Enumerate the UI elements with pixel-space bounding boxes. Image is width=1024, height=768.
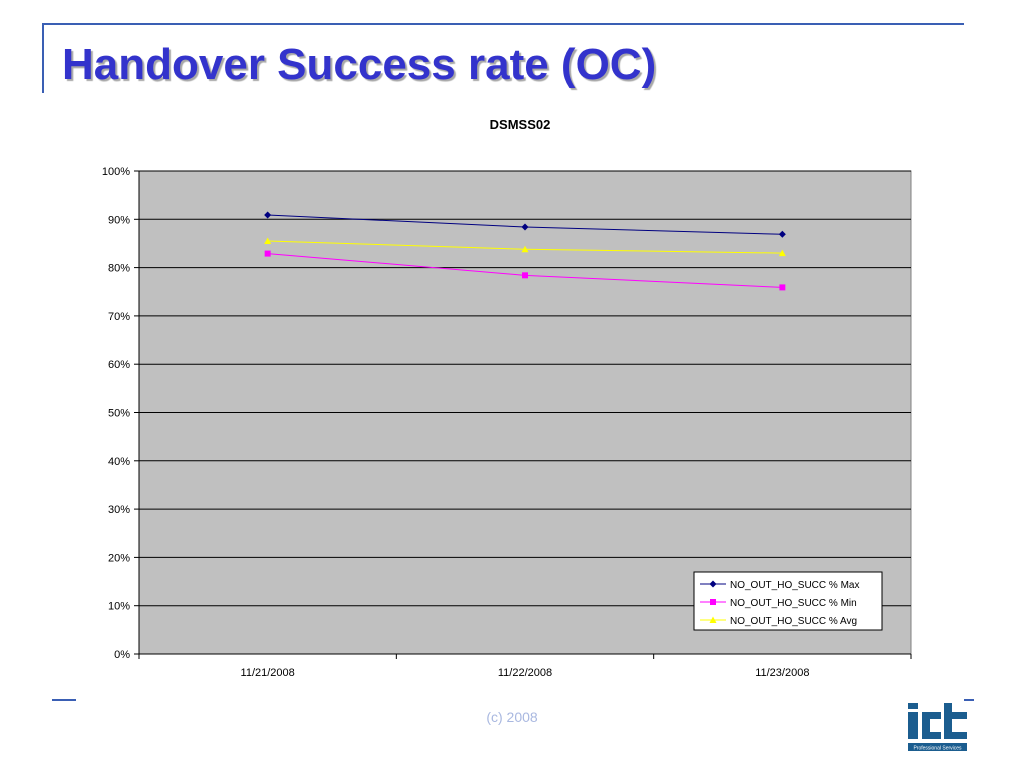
y-tick-label: 30% — [108, 504, 130, 516]
y-axis-tick-labels: 0% 10% 20% 30% 40% 50% 60% 70% 80% 90% 100% — [102, 166, 130, 661]
y-tick-label: 80% — [108, 263, 130, 275]
data-point — [778, 230, 786, 238]
series-1 — [264, 211, 786, 238]
x-tick-label: 11/21/2008 — [241, 667, 295, 679]
legend-marker — [709, 616, 717, 623]
series-2 — [264, 250, 786, 291]
data-point — [522, 272, 528, 279]
series-3 — [264, 237, 786, 257]
slide-title: Handover Success rate (OC) — [62, 40, 657, 89]
data-point — [264, 237, 272, 245]
x-tick-label: 11/23/2008 — [755, 667, 809, 679]
data-point — [264, 211, 272, 219]
legend-item: NO_OUT_HO_SUCC % Max — [700, 580, 859, 591]
ict-logo: Professional Services — [908, 703, 967, 752]
y-tick-label: 10% — [108, 601, 130, 613]
legend-marker — [710, 599, 716, 605]
data-point — [779, 284, 786, 291]
legend-marker — [709, 580, 717, 588]
data-point — [521, 245, 529, 253]
line-chart: DSMSS02 0% 10% 20% 30% 40% 50% 60% 70% 80% 90% 100… — [102, 117, 912, 679]
y-tick-label: 50% — [108, 408, 130, 420]
slide-frame-top-rule — [42, 23, 964, 25]
y-tick-label: 70% — [108, 311, 130, 323]
x-tick-label: 11/22/2008 — [498, 667, 552, 679]
footer-right-rule — [964, 699, 974, 701]
y-tick-label: 0% — [114, 649, 130, 661]
chart-title: DSMSS02 — [490, 117, 551, 132]
footer-left-rule — [52, 699, 76, 701]
data-point — [264, 250, 271, 257]
y-tick-label: 20% — [108, 552, 130, 564]
logo-tagline: Professional Services — [913, 746, 962, 752]
y-tick-label: 60% — [108, 359, 130, 371]
series-layer — [264, 211, 786, 291]
y-tick-label: 40% — [108, 456, 130, 468]
chart-container: DSMSS02 0% 10% 20% 30% 40% 50% 60% 70% 80% 90% 100… — [70, 110, 950, 690]
legend-item: NO_OUT_HO_SUCC % Min — [700, 598, 857, 609]
y-tick-label: 100% — [102, 166, 130, 178]
legend-label: NO_OUT_HO_SUCC % Avg — [730, 616, 857, 627]
legend-label: NO_OUT_HO_SUCC % Max — [730, 580, 859, 591]
axes — [134, 170, 912, 659]
copyright-text: (c) 2008 — [486, 709, 538, 725]
legend-item: NO_OUT_HO_SUCC % Avg — [700, 616, 857, 627]
legend: NO_OUT_HO_SUCC % Max NO_OUT_HO_SUCC % Min… — [693, 571, 883, 631]
slide-frame-left-rule — [42, 23, 44, 93]
legend-label: NO_OUT_HO_SUCC % Min — [730, 598, 857, 609]
y-tick-label: 90% — [108, 214, 130, 226]
data-point — [778, 249, 786, 257]
data-point — [521, 223, 529, 231]
x-axis-tick-labels: 11/21/2008 11/22/2008 11/23/2008 — [241, 667, 810, 679]
